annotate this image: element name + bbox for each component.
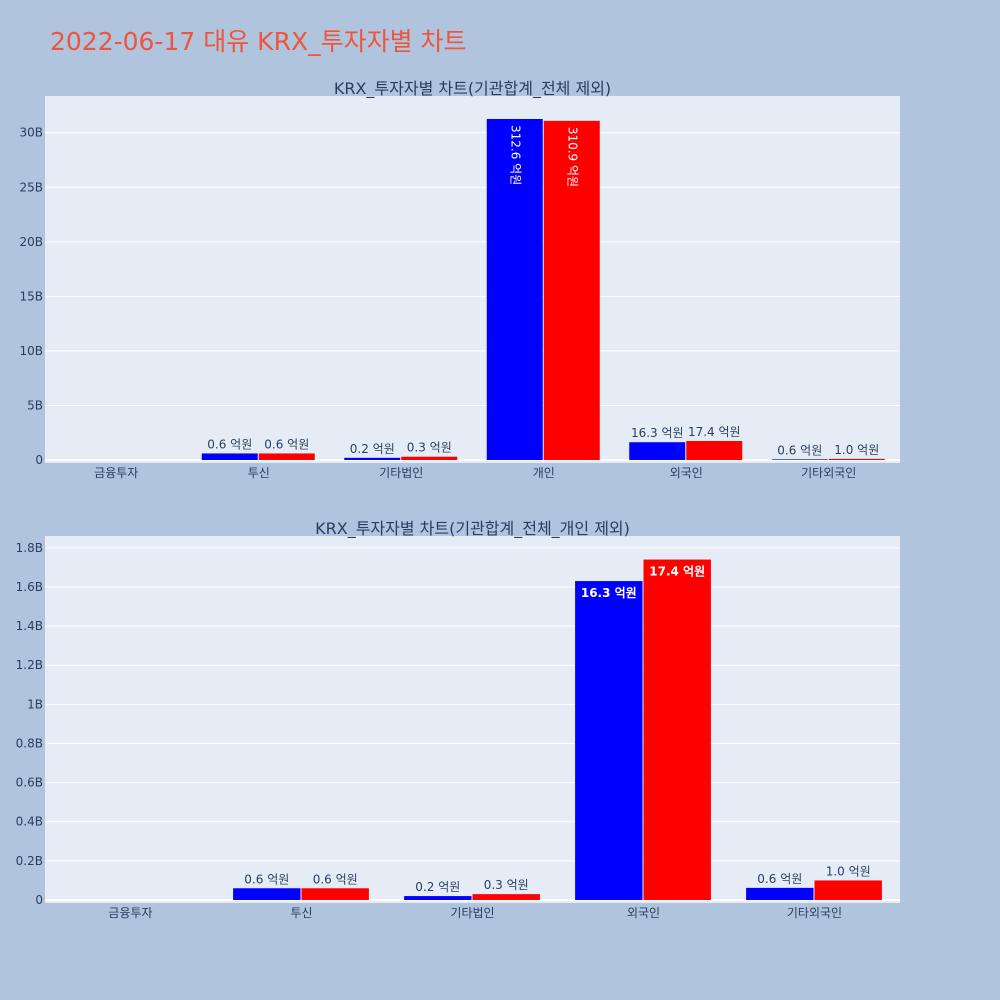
data-label: 1.0 억원 [826, 864, 871, 878]
bar [486, 118, 543, 461]
bar [543, 120, 600, 460]
data-label: 17.4 억원 [688, 425, 741, 439]
x-tick-label: 외국인 [627, 906, 660, 920]
bar [643, 559, 711, 900]
data-label: 0.3 억원 [484, 878, 529, 892]
y-tick-label: 0.2B [16, 854, 43, 868]
y-tick-label: 30B [19, 126, 43, 140]
y-tick-label: 1.4B [16, 619, 43, 633]
x-tick-label: 투신 [290, 906, 312, 920]
bar [771, 459, 828, 460]
bar [301, 888, 369, 900]
x-tick-label: 기타법인 [450, 906, 494, 920]
x-tick-label: 투신 [248, 466, 270, 480]
y-tick-label: 0.4B [16, 815, 43, 829]
chart-individual-included: 0 5B 10B 15B 20B 25B 30B KRX_투자자별 차트(기관합계_전체 제외… [19, 79, 900, 480]
data-label: 16.3 억원 [631, 426, 684, 440]
plot-area [45, 96, 900, 463]
y-tick-label: 0 [35, 453, 43, 467]
x-tick-label: 기타외국인 [787, 906, 842, 920]
bar [344, 457, 401, 460]
chart-title: KRX_투자자별 차트(기관합계_전체_개인 제외) [315, 519, 630, 539]
y-tick-label: 20B [19, 235, 43, 249]
y-tick-label: 1B [27, 697, 43, 711]
bar [201, 453, 258, 460]
x-tick-label: 외국인 [670, 466, 703, 480]
data-label: 1.0 억원 [834, 443, 879, 457]
y-tick-label: 1.6B [16, 580, 43, 594]
x-tick-label: 기타외국인 [801, 466, 856, 480]
y-tick-label: 10B [19, 344, 43, 358]
data-label: 310.9 억원 [565, 127, 579, 187]
y-tick-label: 0 [35, 893, 43, 907]
plot-area [45, 536, 900, 903]
data-label: 17.4 억원 [649, 565, 705, 579]
bar [814, 880, 882, 900]
bar [828, 458, 885, 460]
x-tick-label: 개인 [533, 466, 555, 480]
bar [233, 888, 301, 900]
bar [401, 456, 458, 460]
data-label: 0.6 억원 [757, 872, 802, 886]
bar [746, 887, 814, 900]
data-label: 16.3 억원 [581, 586, 637, 600]
chart-title: KRX_투자자별 차트(기관합계_전체 제외) [334, 79, 611, 99]
y-tick-label: 0.6B [16, 776, 43, 790]
x-tick-label: 기타법인 [379, 466, 423, 480]
bar [629, 442, 686, 460]
y-tick-label: 15B [19, 289, 43, 303]
bar [686, 441, 743, 460]
y-tick-label: 1.2B [16, 658, 43, 672]
page-title: 2022-06-17 대유 KRX_투자자별 차트 [50, 27, 467, 56]
data-label: 0.3 억원 [407, 441, 452, 455]
data-label: 0.6 억원 [244, 872, 289, 886]
data-label: 0.2 억원 [350, 442, 395, 456]
chart-individual-excluded: 0 0.2B 0.4B 0.6B 0.8B 1B 1.2B 1.4B 1.6B 1.8B KRX_투… [16, 519, 900, 920]
x-tick-label: 금융투자 [108, 906, 152, 920]
y-tick-label: 1.8B [16, 541, 43, 555]
data-label: 0.6 억원 [207, 437, 252, 451]
bar [258, 453, 315, 460]
y-tick-label: 5B [27, 398, 43, 412]
data-label: 0.6 억원 [777, 443, 822, 457]
y-tick-label: 0.8B [16, 736, 43, 750]
data-label: 0.2 억원 [415, 880, 460, 894]
y-tick-label: 25B [19, 180, 43, 194]
bar [575, 581, 643, 900]
data-label: 312.6 억원 [508, 125, 522, 185]
data-label: 0.6 억원 [264, 437, 309, 451]
data-label: 0.6 억원 [313, 872, 358, 886]
bar [472, 894, 540, 900]
bar [404, 896, 472, 900]
x-tick-label: 금융투자 [94, 466, 138, 480]
